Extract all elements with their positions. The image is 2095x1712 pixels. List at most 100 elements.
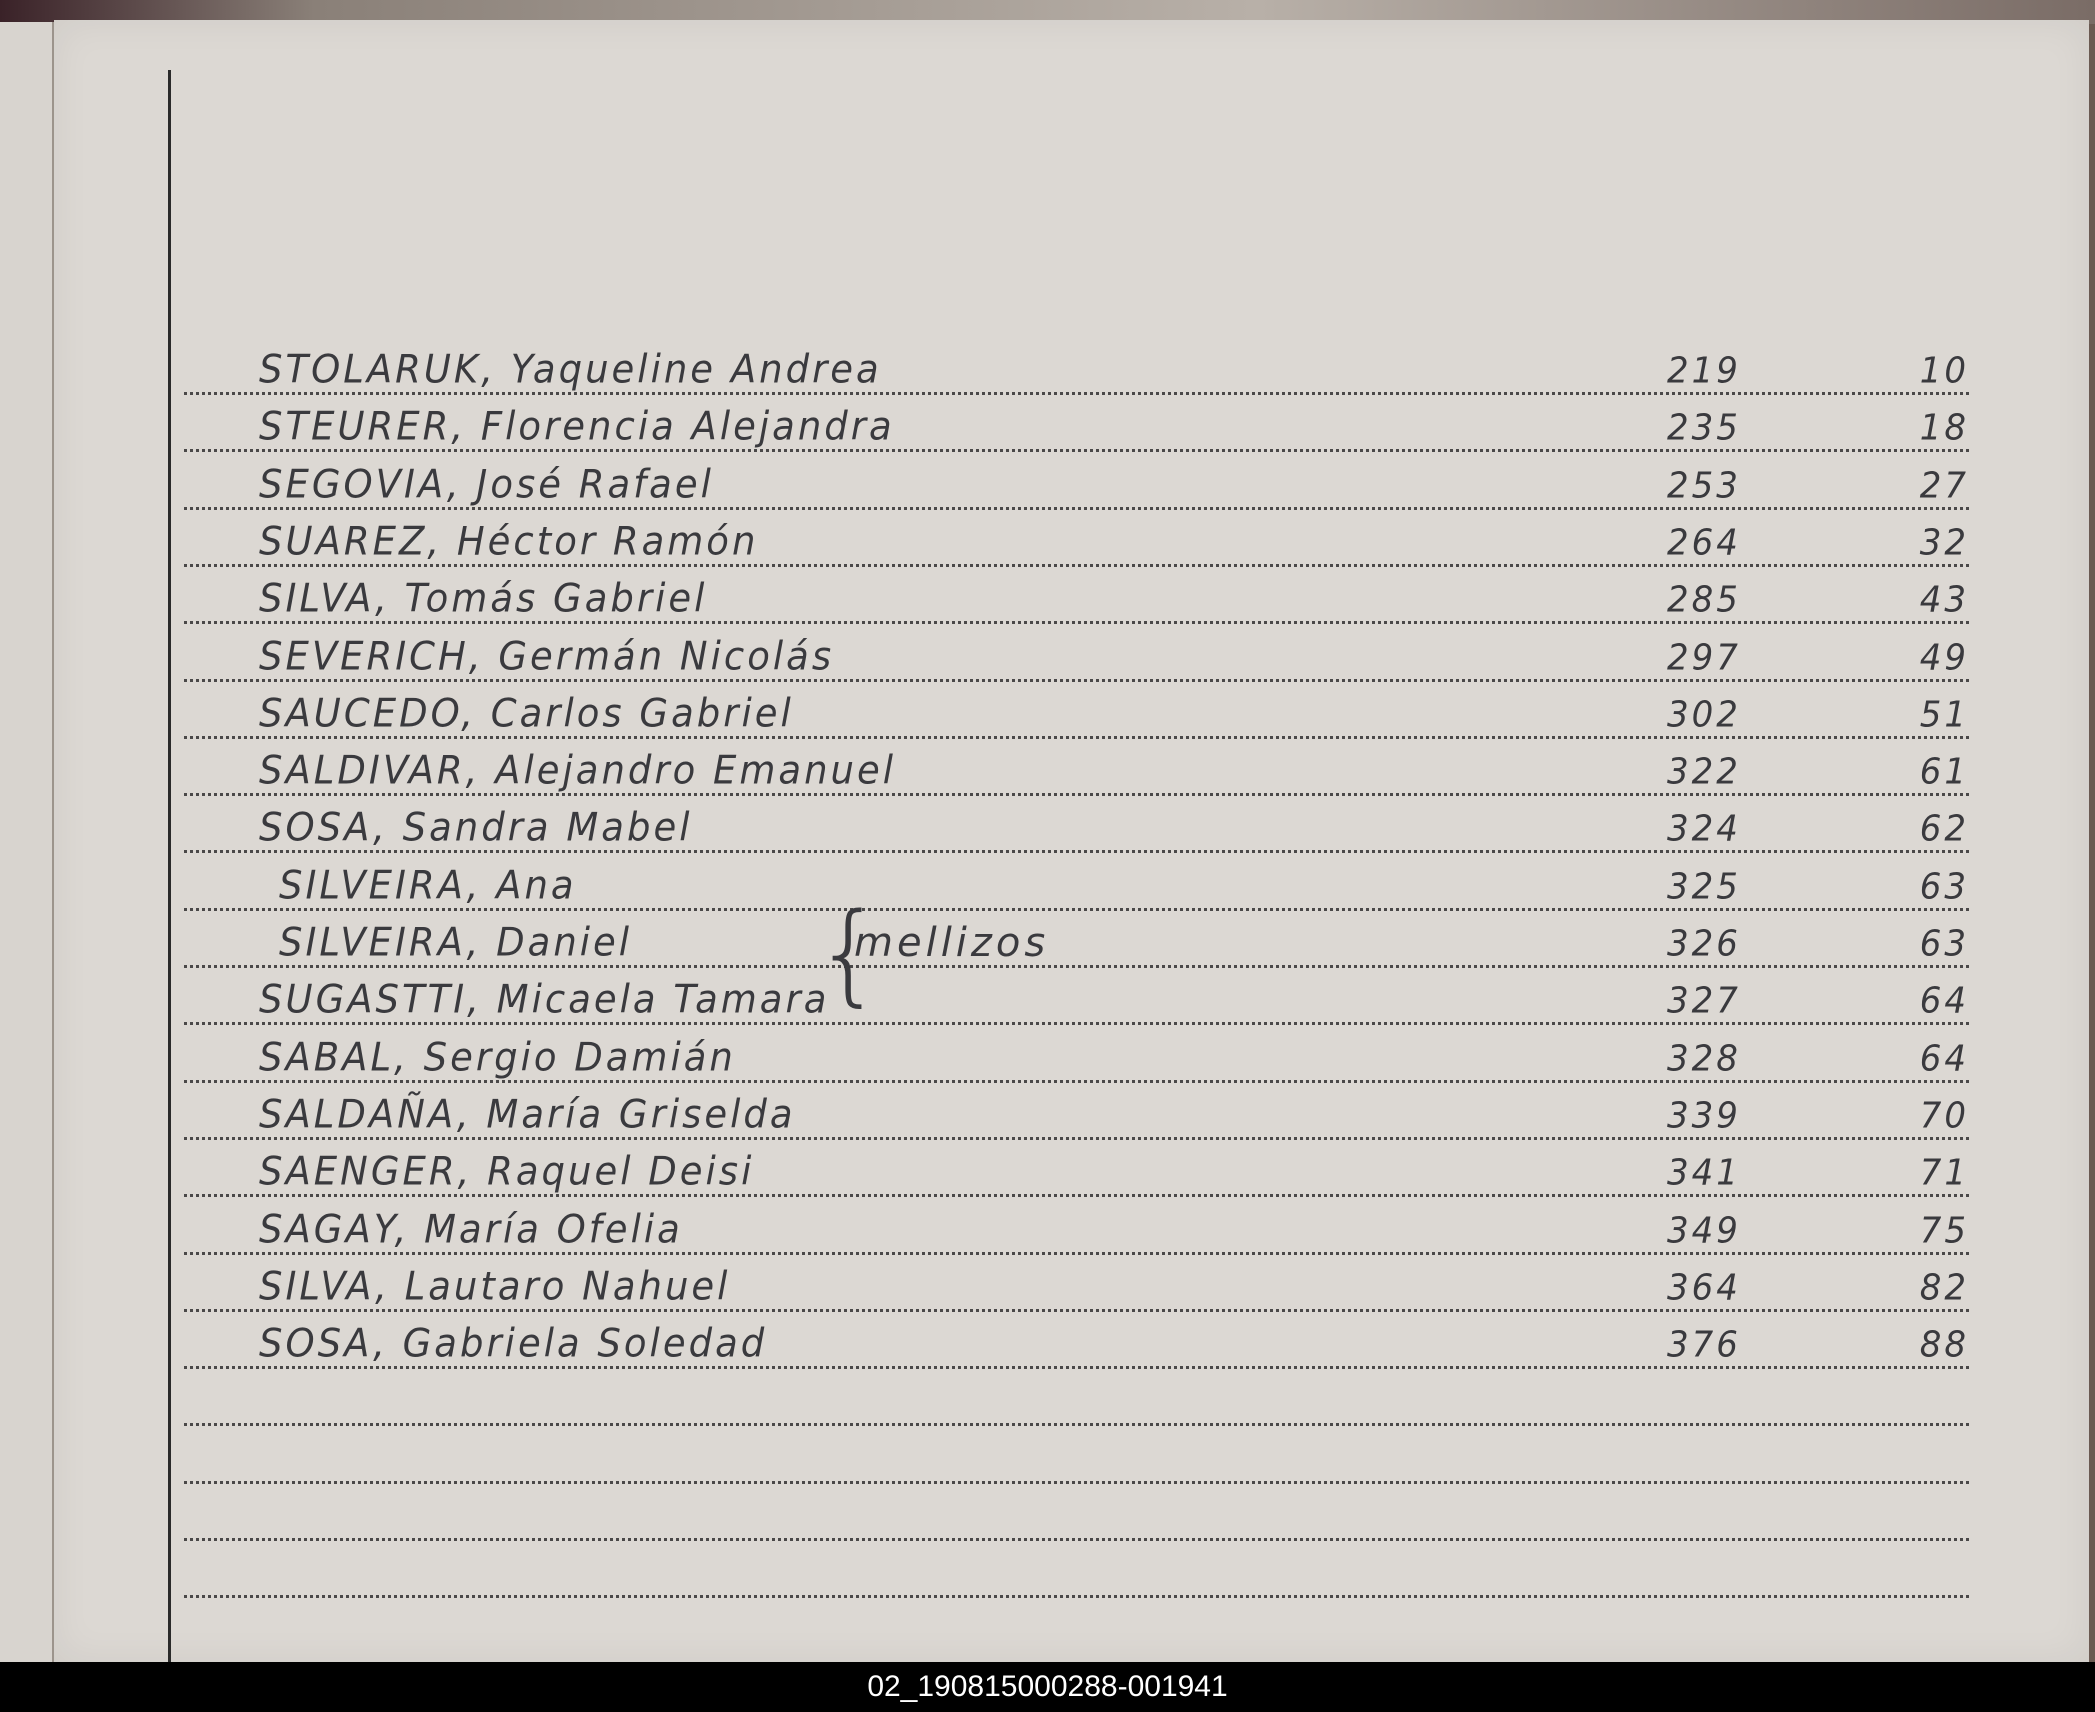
entry-row: STOLARUK, Yaqueline Andrea 219 10 — [184, 338, 1969, 395]
entry-page: 71 — [1919, 1152, 1969, 1195]
entry-page: 64 — [1919, 980, 1969, 1023]
entry-page: 32 — [1919, 521, 1969, 564]
entry-row: SUAREZ, Héctor Ramón 264 32 — [184, 510, 1969, 567]
dotted-line — [184, 506, 1969, 510]
entry-number: 235 — [1667, 407, 1741, 450]
entry-page: 64 — [1919, 1037, 1969, 1080]
dotted-line — [184, 965, 1969, 968]
entry-row: SAGAY, María Ofelia 349 75 — [184, 1198, 1969, 1255]
dotted-line — [184, 449, 1969, 453]
entry-name: SAUCEDO, Carlos Gabriel — [259, 690, 794, 736]
entry-name: SUAREZ, Héctor Ramón — [259, 518, 759, 564]
entry-number: 264 — [1667, 521, 1741, 564]
entry-number: 349 — [1667, 1209, 1741, 1252]
empty-row — [184, 1427, 1969, 1484]
dotted-line — [184, 678, 1969, 682]
entry-row: SALDIVAR, Alejandro Emanuel 322 61 — [184, 739, 1969, 797]
entry-page: 49 — [1919, 636, 1969, 679]
entry-row: SILVEIRA, Ana 325 63 — [184, 854, 1969, 911]
entry-number: 322 — [1667, 751, 1741, 794]
entry-page: 51 — [1919, 693, 1969, 736]
entry-name: SEGOVIA, José Rafael — [259, 461, 714, 507]
empty-row — [184, 1369, 1969, 1427]
entry-page: 62 — [1919, 808, 1969, 851]
dotted-line — [184, 1595, 1969, 1599]
entry-row: SALDAÑA, María Griselda 339 70 — [184, 1083, 1969, 1140]
entry-number: 324 — [1667, 808, 1741, 851]
entry-name: SABAL, Sergio Damián — [259, 1034, 736, 1080]
dotted-line — [184, 907, 1969, 911]
dotted-line — [184, 392, 1969, 395]
entry-number: 297 — [1667, 636, 1741, 679]
dotted-line — [184, 1423, 1969, 1427]
dotted-line — [184, 1308, 1969, 1312]
dotted-line — [184, 1538, 1969, 1541]
entry-name: SAENGER, Raquel Deisi — [259, 1149, 755, 1195]
entry-page: 63 — [1919, 923, 1969, 965]
entry-row: SILVEIRA, Daniel 326 63 — [184, 911, 1969, 968]
entry-name: SEVERICH, Germán Nicolás — [259, 633, 835, 679]
entry-number: 325 — [1667, 865, 1741, 908]
twins-annotation: mellizos — [854, 920, 1050, 966]
entry-name: STEURER, Florencia Alejandra — [259, 404, 895, 450]
dotted-line — [184, 793, 1969, 797]
entry-row: SABAL, Sergio Damián 328 64 — [184, 1026, 1969, 1083]
dotted-line — [184, 1022, 1969, 1026]
entry-name: SILVEIRA, Ana — [279, 862, 577, 908]
dotted-line — [184, 621, 1969, 625]
entry-number: 341 — [1667, 1152, 1741, 1195]
entry-page: 61 — [1919, 751, 1969, 794]
entry-number: 219 — [1667, 350, 1741, 392]
entry-number: 253 — [1667, 464, 1741, 507]
dotted-line — [184, 1480, 1969, 1484]
dotted-line — [184, 563, 1969, 567]
entry-row: SOSA, Gabriela Soledad 376 88 — [184, 1312, 1969, 1370]
dotted-line — [184, 1366, 1969, 1370]
entry-number: 302 — [1667, 693, 1741, 736]
entry-row: SEVERICH, Germán Nicolás 297 49 — [184, 625, 1969, 682]
entry-row: SAUCEDO, Carlos Gabriel 302 51 — [184, 682, 1969, 739]
entry-number: 327 — [1667, 980, 1741, 1023]
brace-mark: { — [814, 889, 884, 1017]
entry-name: SOSA, Sandra Mabel — [259, 805, 693, 851]
entry-page: 10 — [1919, 350, 1969, 392]
entry-row: STEURER, Florencia Alejandra 235 18 — [184, 395, 1969, 453]
dotted-line — [184, 1136, 1969, 1140]
entry-number: 326 — [1667, 923, 1741, 965]
entry-name: SILVA, Tomás Gabriel — [259, 576, 708, 622]
entry-name: SALDAÑA, María Griselda — [259, 1091, 796, 1137]
entry-row: SEGOVIA, José Rafael 253 27 — [184, 453, 1969, 510]
entry-name: SILVA, Lautaro Nahuel — [259, 1263, 731, 1309]
entry-name: SOSA, Gabriela Soledad — [259, 1321, 768, 1367]
empty-row — [184, 1484, 1969, 1541]
entry-number: 376 — [1667, 1324, 1741, 1367]
entry-name: SUGASTTI, Micaela Tamara — [259, 977, 830, 1023]
entry-page: 63 — [1919, 865, 1969, 908]
entry-page: 75 — [1919, 1209, 1969, 1252]
entry-row: SOSA, Sandra Mabel 324 62 — [184, 796, 1969, 854]
dotted-line — [184, 1194, 1969, 1198]
dotted-line — [184, 1251, 1969, 1255]
dotted-line — [184, 850, 1969, 854]
entry-page: 18 — [1919, 407, 1969, 450]
entry-page: 82 — [1919, 1266, 1969, 1309]
entry-number: 285 — [1667, 579, 1741, 622]
entry-page: 88 — [1919, 1324, 1969, 1367]
ledger-page: STOLARUK, Yaqueline Andrea 219 10 STEURER, … — [54, 20, 2089, 1670]
entry-row: SAENGER, Raquel Deisi 341 71 — [184, 1140, 1969, 1198]
dotted-line — [184, 1079, 1969, 1083]
empty-row — [184, 1541, 1969, 1599]
entry-name: SILVEIRA, Daniel — [279, 919, 633, 966]
entry-number: 339 — [1667, 1094, 1741, 1137]
left-page-edge — [0, 22, 54, 1662]
entry-number: 364 — [1667, 1266, 1741, 1309]
dotted-line — [184, 735, 1969, 739]
entry-name: SALDIVAR, Alejandro Emanuel — [259, 748, 897, 794]
entry-number: 328 — [1667, 1037, 1741, 1080]
entry-row: SUGASTTI, Micaela Tamara 327 64 — [184, 968, 1969, 1026]
image-id-label: 02_190815000288-001941 — [0, 1662, 2095, 1712]
entry-name: SAGAY, María Ofelia — [259, 1206, 683, 1252]
entry-page: 43 — [1919, 579, 1969, 622]
entry-name: STOLARUK, Yaqueline Andrea — [259, 346, 882, 393]
margin-line — [168, 70, 171, 1670]
